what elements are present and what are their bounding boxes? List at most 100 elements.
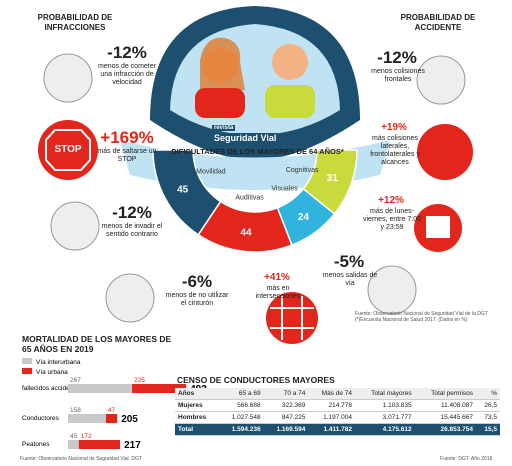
table-cell: 1.594.236 bbox=[218, 423, 264, 436]
header-cell: 70 a 74 bbox=[263, 388, 309, 400]
table-cell: 4.175.612 bbox=[355, 423, 415, 436]
stat-text: más colisiones laterales, frontolaterale… bbox=[370, 135, 420, 166]
stat-value: +12% bbox=[378, 195, 404, 206]
jacket bbox=[265, 85, 315, 118]
left-title: PROBABILIDAD DE INFRACCIONES bbox=[37, 13, 113, 32]
segment-value: 44 bbox=[241, 228, 253, 239]
value-total: 205 bbox=[121, 414, 138, 425]
stat-value: +169% bbox=[100, 128, 154, 147]
stat-text: menos de invadir el sentido contrario bbox=[101, 223, 163, 238]
segment-label: Cognitivas bbox=[286, 167, 319, 174]
stat-value: -12% bbox=[107, 43, 147, 62]
stat-text: menos de no utilizar el cinturón bbox=[165, 292, 229, 307]
header-cell: Más de 74 bbox=[308, 388, 356, 400]
table-cell: Mujeres bbox=[175, 399, 219, 412]
mortality-source: Fuente: Observatorio Nacional de Segurid… bbox=[20, 456, 142, 462]
calendar bbox=[426, 216, 450, 238]
value-urbana: 172 bbox=[81, 433, 92, 440]
value-interurbana: 158 bbox=[70, 407, 81, 414]
bar-urbana bbox=[78, 440, 121, 449]
value-interurbana: 267 bbox=[70, 377, 81, 384]
intersection bbox=[270, 296, 314, 340]
census-title: CENSO DE CONDUCTORES MAYORES bbox=[177, 375, 335, 385]
table-cell: 73,5 bbox=[476, 411, 500, 424]
header-cell: Años bbox=[175, 388, 219, 400]
row-label: fallecidos accidente de tráfico bbox=[22, 385, 108, 392]
table-row: Total 1.594.236 1.169.594 1.411.782 4.175.61… bbox=[175, 423, 500, 436]
legend-label: Vía interurbana bbox=[36, 359, 81, 366]
stat-text: más en intersecciones bbox=[255, 285, 301, 300]
driver-man bbox=[272, 44, 308, 80]
legend-label: Vía urbana bbox=[36, 369, 68, 376]
table-cell: 11.408.087 bbox=[414, 399, 477, 412]
table-cell: 1.027.548 bbox=[218, 411, 264, 424]
road-icon bbox=[50, 201, 100, 251]
segment-label: Auditivas bbox=[235, 195, 264, 202]
value-total: 217 bbox=[124, 440, 141, 451]
intersection-icon bbox=[266, 292, 318, 344]
side-crash-icon bbox=[417, 124, 473, 180]
bar-urbana bbox=[132, 384, 187, 393]
stat-value: -5% bbox=[333, 252, 365, 271]
header-cell: Total permisos bbox=[414, 388, 477, 400]
value-urbana: 225 bbox=[134, 377, 145, 384]
stat-value: -6% bbox=[181, 272, 213, 291]
segment-value: 45 bbox=[177, 185, 189, 196]
stat-text: menos de cometer una infracción de veloc… bbox=[98, 63, 156, 86]
value-urbana: 47 bbox=[108, 407, 116, 414]
donut-source: Fuente: Observatorio Nacional de Segurid… bbox=[355, 311, 488, 323]
table-cell: Hombres bbox=[175, 411, 219, 424]
segment-value: 24 bbox=[298, 212, 310, 223]
stat-text: más de lunes-viernes, entre 7:00 y 23:59 bbox=[363, 208, 421, 231]
header-cell: % bbox=[476, 388, 500, 400]
stop-text: STOP bbox=[54, 144, 82, 155]
stat-text: menos salidas de vía bbox=[322, 272, 378, 287]
stat-value: -12% bbox=[112, 203, 152, 222]
brand-top: revista bbox=[212, 125, 236, 131]
sweater bbox=[195, 88, 245, 118]
stop-octagon bbox=[45, 129, 91, 171]
mortality-title: MORTALIDAD DE LOS MAYORES DE 65 AÑOS EN … bbox=[22, 334, 172, 354]
bar-interurbana bbox=[68, 414, 106, 423]
census-source: Fuente: DGT. Año 2018 bbox=[440, 456, 493, 462]
table-cell: 847.225 bbox=[263, 411, 309, 424]
table-cell: 26,5 bbox=[476, 399, 500, 412]
value-interurbana: 45 bbox=[70, 433, 78, 440]
row-label: Conductores bbox=[22, 415, 60, 422]
table-cell: Total bbox=[175, 423, 219, 436]
table-cell: 15,5 bbox=[476, 423, 500, 436]
header-cell: Total mayores bbox=[355, 388, 415, 400]
table-row: Mujeres 566.688 322.369 214.778 1.103.835 11.… bbox=[175, 399, 500, 412]
crash-icon bbox=[416, 55, 466, 105]
segment-label: Movilidad bbox=[196, 169, 226, 176]
table-cell: 15.445.667 bbox=[414, 411, 477, 424]
stat-text: más de saltarse un STOP bbox=[97, 148, 157, 163]
census-table: Años 65 a 69 70 a 74 Más de 74 Total mayores… bbox=[175, 388, 500, 436]
table-cell: 1.411.782 bbox=[308, 423, 356, 436]
stat-value: -12% bbox=[377, 48, 417, 67]
donut-segment bbox=[302, 149, 358, 215]
table-cell: 26.853.754 bbox=[414, 423, 477, 436]
table-row: Hombres 1.027.548 847.225 1.197.004 3.071.77… bbox=[175, 411, 500, 424]
table-cell: 214.778 bbox=[308, 399, 356, 412]
speed-icon bbox=[43, 53, 93, 103]
bar-interurbana bbox=[68, 384, 133, 393]
table-cell: 1.103.835 bbox=[355, 399, 415, 412]
curve-icon bbox=[367, 265, 417, 315]
header-cell: 65 a 69 bbox=[218, 388, 264, 400]
difficulties-donut: 45 Movilidad 44 Auditivas 24 Visuales 31 Cognit… bbox=[152, 149, 358, 253]
bar-urbana bbox=[105, 414, 118, 423]
segment-value: 31 bbox=[327, 173, 339, 184]
row-label: Peatones bbox=[22, 441, 50, 448]
brand: Seguridad Vial bbox=[212, 133, 279, 143]
table-cell: 1.169.594 bbox=[263, 423, 309, 436]
legend-swatch bbox=[22, 368, 32, 374]
segment-label: Visuales bbox=[271, 185, 298, 192]
table-cell: 566.688 bbox=[218, 399, 264, 412]
bar-interurbana bbox=[68, 440, 79, 449]
stat-value: +19% bbox=[381, 122, 407, 133]
table-header: Años 65 a 69 70 a 74 Más de 74 Total mayores… bbox=[175, 388, 500, 400]
belt-icon bbox=[105, 273, 155, 323]
